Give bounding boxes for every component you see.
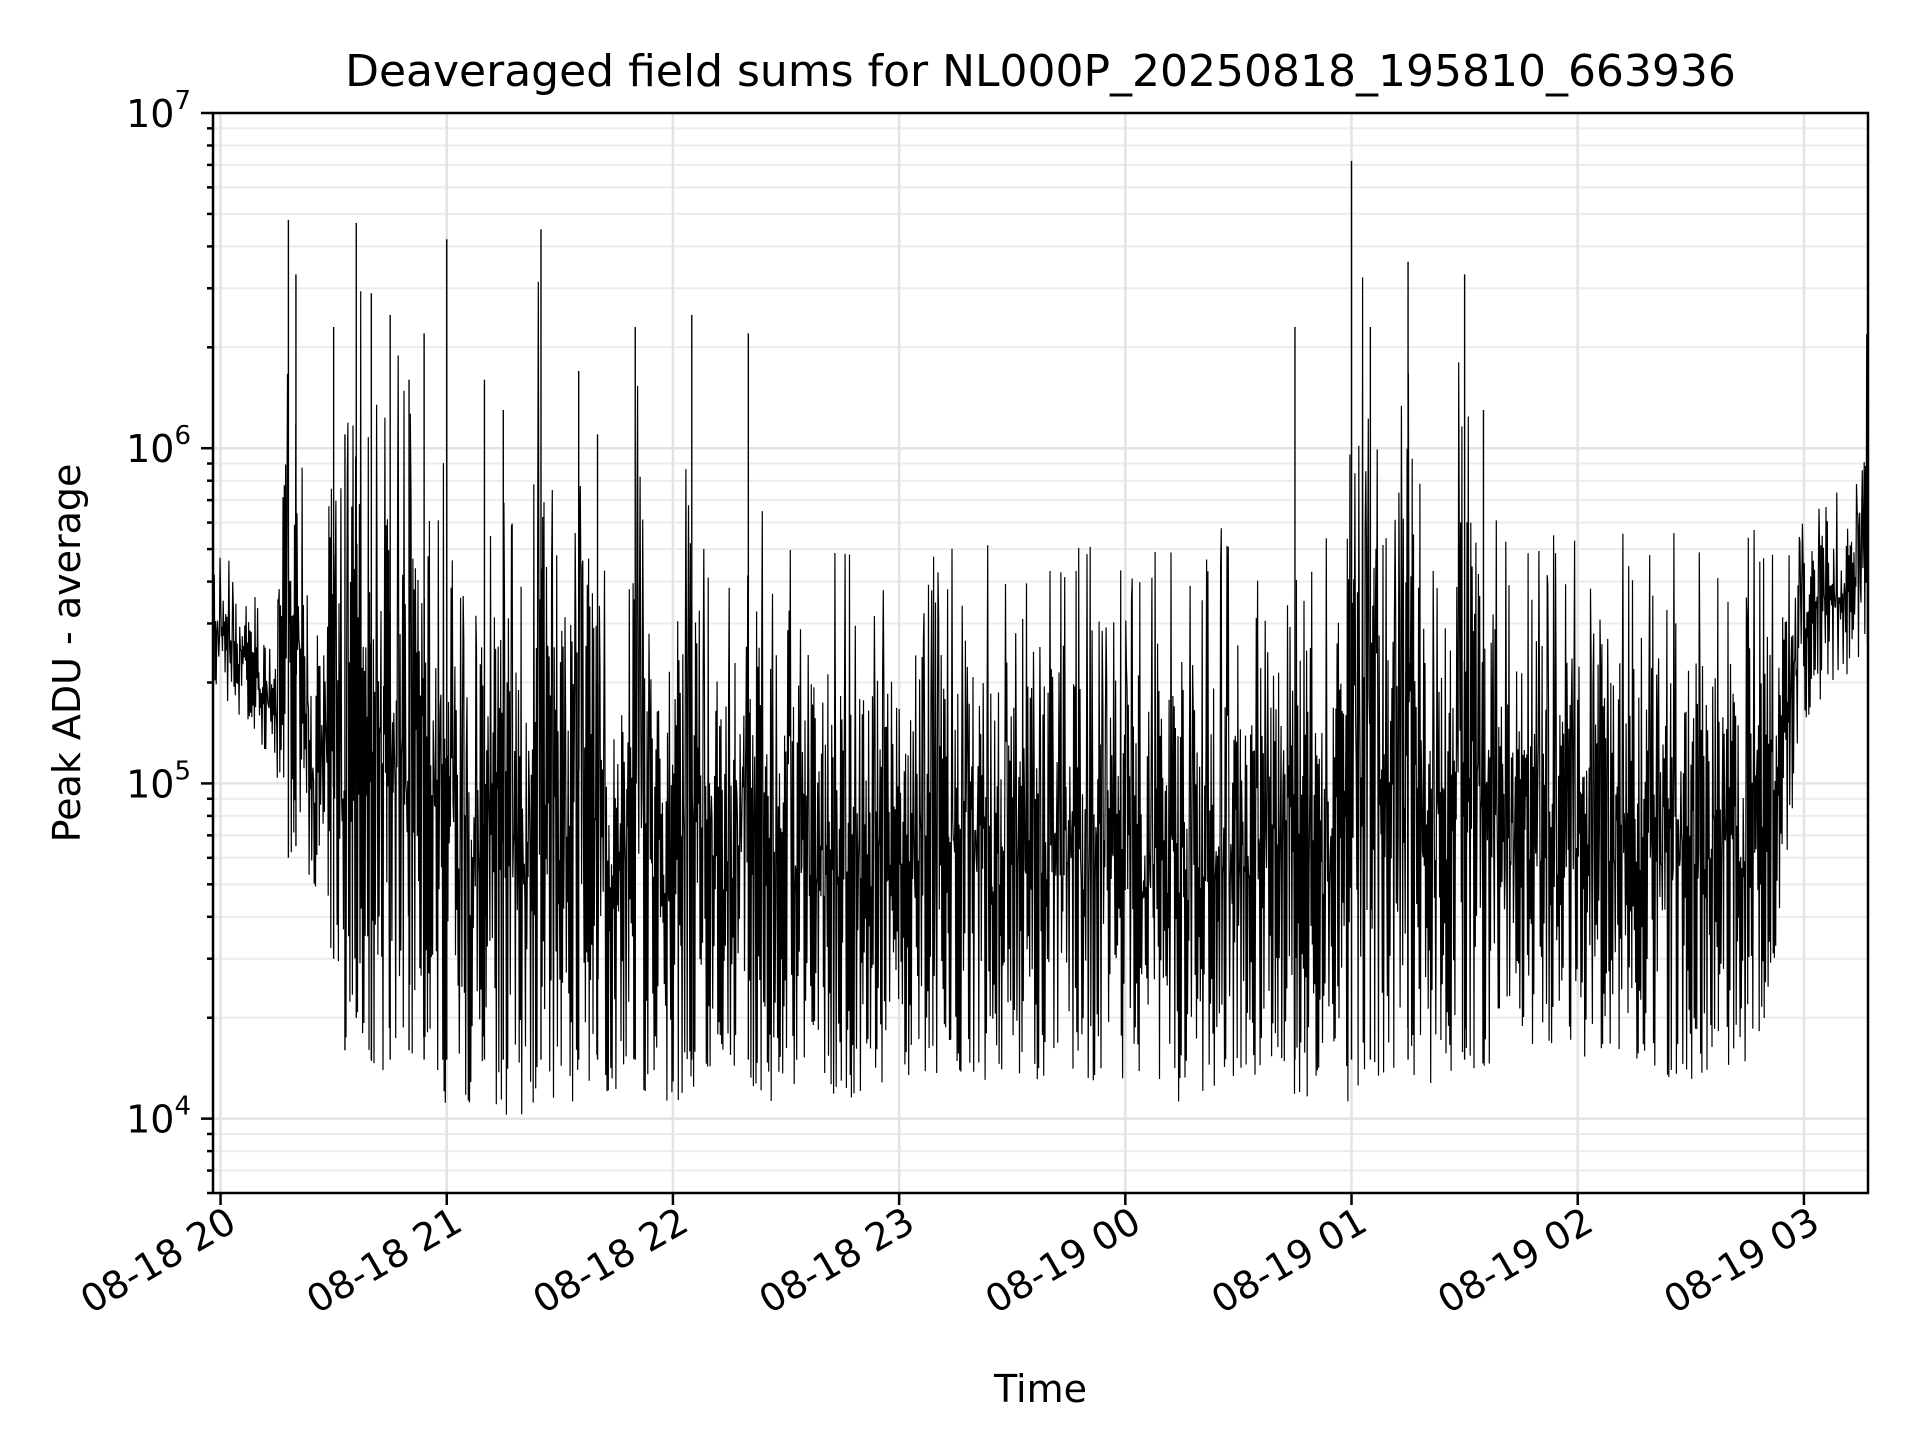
y-tick-base: 10 xyxy=(126,1098,174,1142)
y-tick-exponent: 6 xyxy=(174,421,191,451)
y-tick-label: 105 xyxy=(126,756,191,806)
y-tick-exponent: 4 xyxy=(174,1092,191,1122)
y-tick-base: 10 xyxy=(126,427,174,471)
y-tick-label: 104 xyxy=(126,1092,191,1142)
x-axis-label: Time xyxy=(993,1367,1087,1411)
y-tick-base: 10 xyxy=(126,92,174,136)
series-path xyxy=(212,277,1869,1115)
chart-title: Deaveraged field sums for NL000P_2025081… xyxy=(345,46,1736,97)
y-tick-label: 107 xyxy=(126,86,191,136)
y-tick-exponent: 7 xyxy=(174,86,191,116)
y-tick-base: 10 xyxy=(126,762,174,806)
y-tick-exponent: 5 xyxy=(174,756,191,786)
series-line xyxy=(212,160,1869,1115)
y-tick-label: 106 xyxy=(126,421,191,471)
plot-frame xyxy=(211,111,1870,1195)
y-axis-label: Peak ADU - average xyxy=(45,464,89,843)
